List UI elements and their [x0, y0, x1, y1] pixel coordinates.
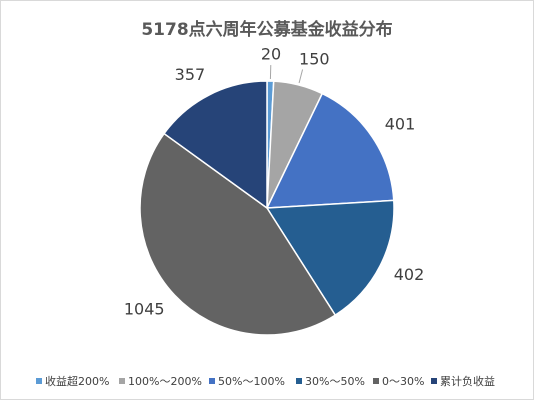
- data-label: 150: [299, 49, 330, 68]
- pie-slice: [265, 92, 395, 209]
- legend-marker: [209, 378, 215, 384]
- legend-marker: [36, 378, 42, 384]
- data-label: 401: [385, 115, 416, 134]
- legend-label: 30%～50%: [305, 375, 365, 388]
- legend-marker: [431, 378, 437, 384]
- pie-slice: [265, 199, 395, 317]
- legend-marker: [373, 378, 379, 384]
- legend-label: 收益超200%: [45, 374, 109, 388]
- pie-slice: [163, 80, 268, 210]
- chart-title: 5178点六周年公募基金收益分布: [141, 19, 392, 40]
- legend-label: 0～30%: [382, 375, 424, 388]
- legend-marker: [119, 378, 125, 384]
- pie-slice: [139, 132, 337, 336]
- legend-label: 累计负收益: [440, 374, 495, 388]
- legend-marker: [296, 378, 302, 384]
- data-label: 402: [394, 265, 425, 284]
- data-label: 1045: [124, 300, 165, 319]
- data-label: 20: [261, 45, 281, 64]
- data-label: 357: [175, 65, 206, 84]
- leader-line: [298, 69, 304, 84]
- legend-label: 100%～200%: [128, 375, 202, 388]
- legend-label: 50%～100%: [218, 375, 285, 388]
